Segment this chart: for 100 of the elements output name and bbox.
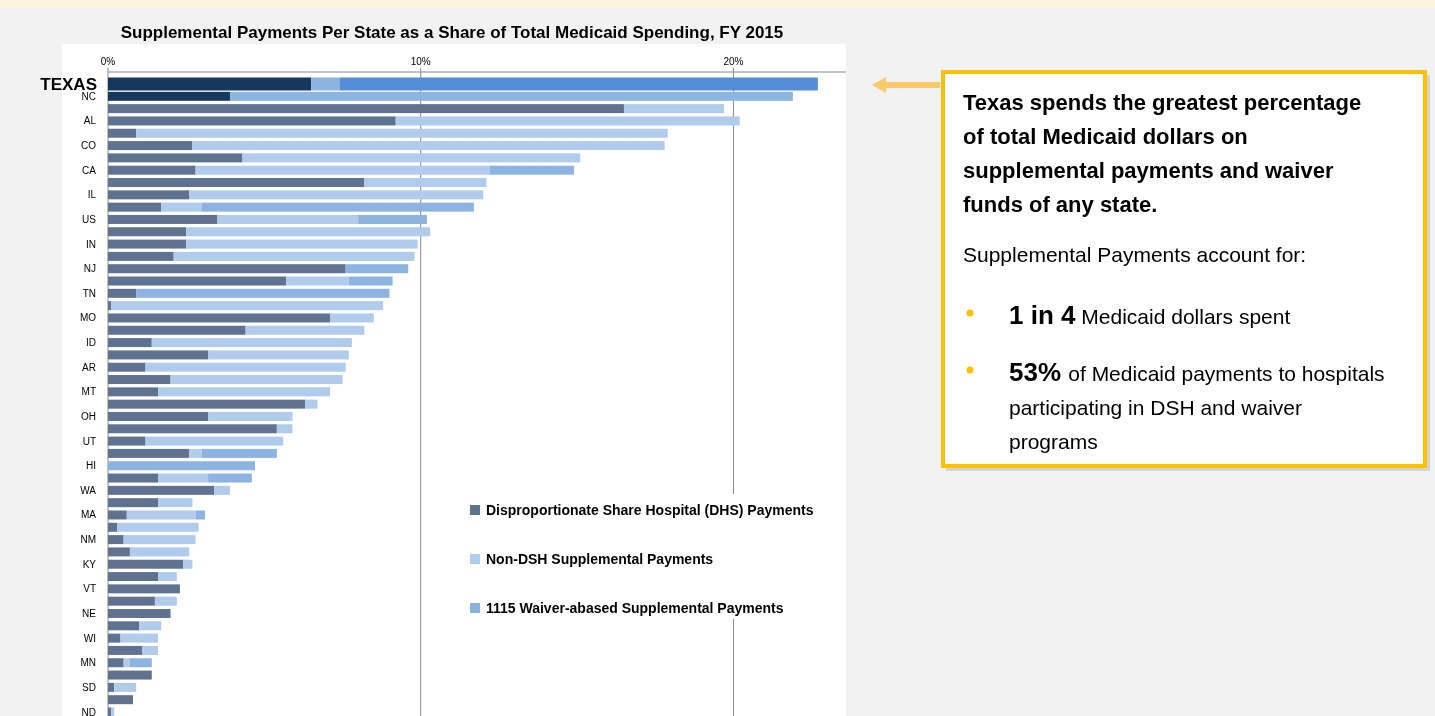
- bar: [108, 325, 246, 335]
- bar: [286, 276, 349, 286]
- bar: [108, 572, 159, 582]
- bar: [108, 399, 306, 409]
- bar: [108, 227, 187, 237]
- bar: [108, 645, 143, 655]
- bar: [108, 461, 255, 471]
- y-tick-label: AL: [83, 115, 97, 127]
- bar: [217, 214, 359, 224]
- bar: [192, 141, 665, 151]
- bar: [170, 375, 343, 385]
- bar: [108, 375, 171, 385]
- y-tick-label: MO: [79, 312, 97, 324]
- bar: [108, 411, 209, 421]
- bar: [158, 498, 193, 508]
- bar: [111, 301, 384, 311]
- bar: [136, 128, 668, 138]
- bar: [108, 436, 146, 446]
- bar: [208, 350, 349, 360]
- bar: [108, 276, 287, 286]
- bar: [108, 473, 159, 483]
- bar: [158, 387, 331, 397]
- text: Texas spends the greatest percentage of total Medicaid dollars on supplemental payments and waiver funds of any state.: [963, 90, 1362, 217]
- legend-label: 1115 Waiver-abased Supplemental Payments: [486, 599, 784, 616]
- bar: [120, 633, 159, 643]
- y-tick-label: MA: [81, 509, 97, 521]
- bar: [129, 547, 190, 557]
- bar: [305, 399, 318, 409]
- bar: [114, 682, 137, 692]
- text: 1 in 4: [1009, 300, 1077, 330]
- bar: [108, 264, 346, 274]
- bar: [145, 436, 284, 446]
- y-tick-label: WA: [80, 484, 97, 496]
- bar: [108, 350, 209, 360]
- bar: [108, 387, 159, 397]
- bar: [245, 325, 365, 335]
- bar: [189, 448, 202, 458]
- y-tick-label: NJ: [83, 263, 96, 275]
- bar: [214, 485, 230, 495]
- bar: [108, 190, 190, 200]
- bar: [395, 116, 740, 126]
- bar: [208, 411, 293, 421]
- y-tick-label: VT: [83, 583, 96, 595]
- bar: [186, 239, 418, 249]
- bar: [139, 621, 162, 631]
- bar: [108, 338, 152, 348]
- text: Medicaid dollars spent: [1081, 305, 1291, 328]
- x-tick-label: 10%: [410, 56, 431, 67]
- bar: [123, 535, 196, 545]
- bar: [108, 682, 115, 692]
- bar: [129, 658, 152, 668]
- bar: [108, 448, 190, 458]
- bar: [108, 165, 196, 175]
- bar: [158, 572, 177, 582]
- y-tick-label: UT: [82, 435, 96, 447]
- bar: [108, 239, 187, 249]
- bar: [108, 301, 112, 311]
- bar: [358, 214, 427, 224]
- bar: [126, 510, 196, 520]
- bar: [108, 313, 331, 323]
- bar: [330, 313, 374, 323]
- bar: [201, 448, 277, 458]
- bar: [364, 178, 487, 188]
- y-tick-label: ND: [81, 706, 96, 716]
- bar: [345, 264, 409, 274]
- bar: [183, 559, 193, 569]
- y-tick-label: NE: [82, 607, 97, 619]
- bar: [108, 214, 218, 224]
- bar: [136, 288, 390, 298]
- y-tick-label: WI: [83, 632, 96, 644]
- bar: [195, 510, 205, 520]
- bar: [208, 473, 252, 483]
- y-tick-label: NM: [80, 534, 96, 546]
- x-tick-label: 20%: [723, 56, 744, 67]
- y-tick-label: AR: [82, 361, 96, 373]
- bar: [142, 645, 159, 655]
- bar: [154, 596, 177, 606]
- text: 53%: [1009, 357, 1069, 387]
- bar: [108, 362, 146, 372]
- y-tick-label: MN: [80, 657, 96, 669]
- bar: [151, 338, 352, 348]
- bar: [489, 165, 574, 175]
- bar: [108, 141, 193, 151]
- bar: [108, 251, 174, 261]
- y-tick-label: OH: [81, 410, 96, 422]
- bar: [108, 608, 171, 618]
- bar: [108, 424, 277, 434]
- x-tick-label: 0%: [100, 56, 116, 67]
- y-tick-label: SD: [82, 681, 96, 693]
- bar: [108, 178, 365, 188]
- y-tick-label: HI: [86, 460, 96, 472]
- bar: [276, 424, 293, 434]
- y-tick-label: IL: [87, 189, 97, 201]
- bar: [186, 227, 431, 237]
- y-tick-label: CA: [82, 164, 97, 176]
- bar: [623, 104, 725, 114]
- bar: [108, 116, 396, 126]
- bar: [195, 165, 490, 175]
- bar: [108, 128, 137, 138]
- y-tick-label: MT: [81, 386, 96, 398]
